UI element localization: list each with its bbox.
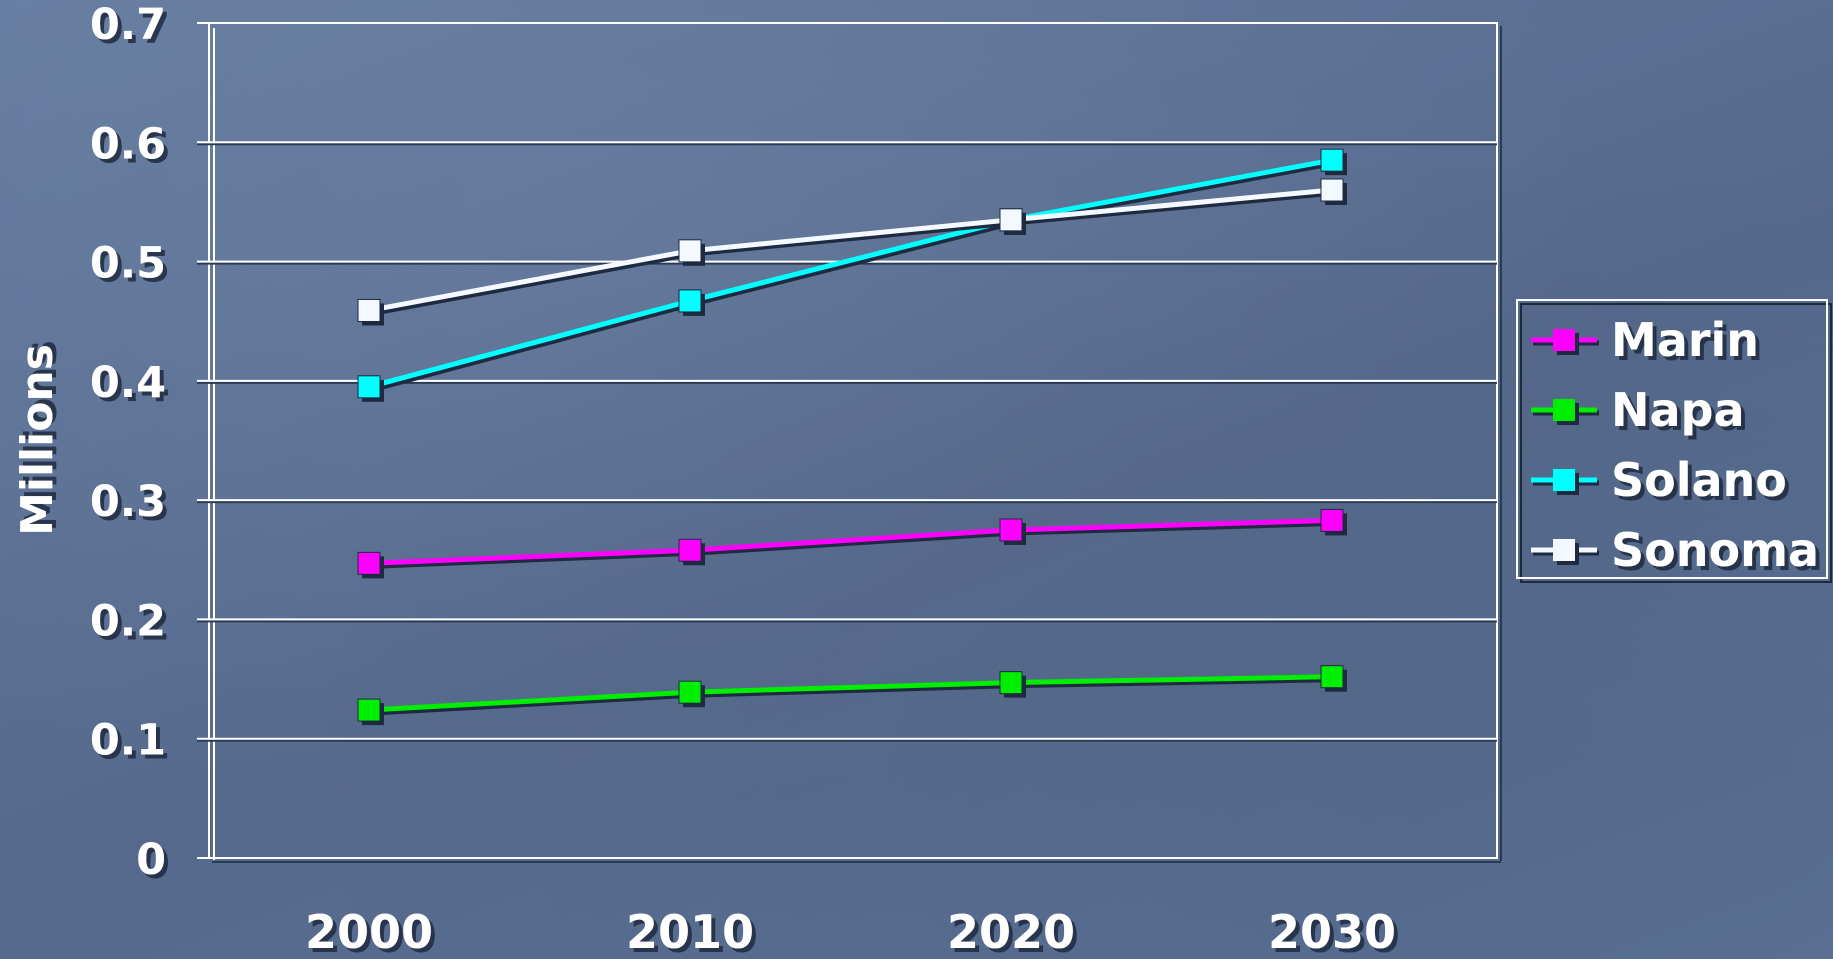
x-tick-label: 2020 (947, 905, 1075, 959)
data-point (678, 538, 702, 562)
legend-label: Sonoma (1611, 523, 1819, 577)
y-tick-label: 0.5 (90, 239, 166, 289)
series-lines (357, 148, 1347, 726)
y-tick-label: 0.1 (90, 716, 166, 766)
legend-label: Napa (1611, 383, 1745, 437)
legend-marker (1553, 399, 1575, 421)
data-point (1320, 148, 1344, 172)
legend-item: Marin (1531, 313, 1759, 367)
legend: Marin Napa Solano Sonoma (1516, 299, 1832, 583)
legend-border (1516, 299, 1828, 579)
series-line (368, 157, 1333, 390)
series-line-shadow (371, 190, 1336, 316)
data-point (678, 680, 702, 704)
series-line-shadow (371, 677, 1336, 716)
data-point (1320, 178, 1344, 202)
legend-marker (1553, 539, 1575, 561)
y-tick-label: 0.3 (90, 477, 166, 527)
series-line (368, 517, 1333, 566)
y-tick-label: 0.4 (90, 358, 166, 408)
data-point (678, 239, 702, 263)
series-sonoma (357, 178, 1347, 326)
data-point (1320, 665, 1344, 689)
y-tick-label: 0.7 (90, 0, 166, 50)
data-point (357, 551, 381, 575)
data-point (678, 289, 702, 313)
series-line (368, 674, 1333, 713)
series-napa (357, 665, 1347, 726)
legend-border-shadow (1520, 303, 1832, 583)
data-point (999, 518, 1023, 542)
x-tick-label: 2010 (626, 905, 754, 959)
x-tick-label: 2030 (1268, 905, 1396, 959)
legend-item: Sonoma (1531, 523, 1819, 577)
legend-marker (1553, 469, 1575, 491)
y-tick-label: 0 (136, 835, 166, 885)
plot-border (208, 22, 1498, 859)
y-tick-label: 0.6 (90, 119, 166, 169)
series-line-shadow (371, 160, 1336, 393)
legend-label: Solano (1611, 453, 1787, 507)
x-tick-label: 2000 (305, 905, 433, 959)
y-axis-ticks: 0 0.1 0.2 0.3 0.4 0.5 0.6 0.7 (90, 0, 166, 885)
legend-marker (1553, 329, 1575, 351)
y-tick-label: 0.2 (90, 596, 166, 646)
series-line (368, 187, 1333, 313)
series-line-shadow (371, 520, 1336, 569)
legend-label: Marin (1611, 313, 1759, 367)
data-point (357, 698, 381, 722)
legend-item: Solano (1531, 453, 1787, 507)
x-axis-ticks: 2000 2010 2020 2030 (305, 905, 1396, 959)
gridlines (197, 22, 1497, 859)
data-point (1320, 508, 1344, 532)
data-point (357, 298, 381, 322)
data-point (999, 671, 1023, 695)
data-point (357, 375, 381, 399)
plot-area (208, 22, 1502, 863)
y-axis-label: Millions (12, 344, 63, 536)
series-marin (357, 508, 1347, 579)
data-point (999, 208, 1023, 232)
series-solano (357, 148, 1347, 402)
legend-item: Napa (1531, 383, 1745, 437)
